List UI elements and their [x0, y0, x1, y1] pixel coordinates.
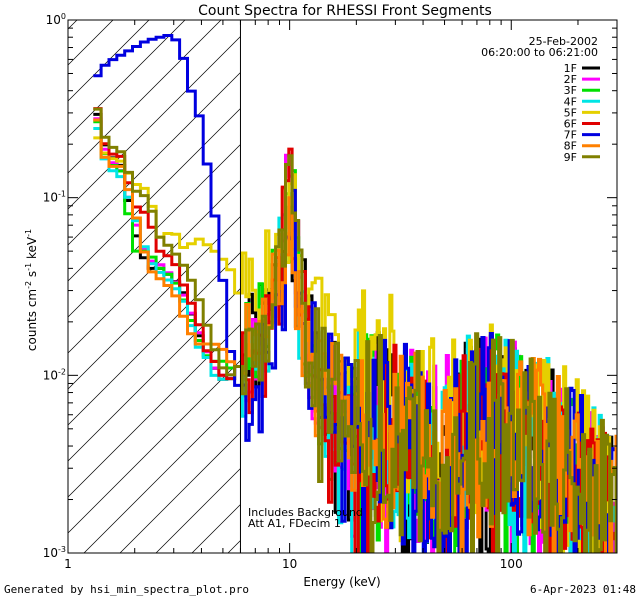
- y-tick-label: 100: [46, 12, 66, 27]
- footer-generated-by: Generated by hsi_min_spectra_plot.pro: [4, 583, 250, 596]
- legend-label: 5F: [564, 106, 577, 119]
- legend-label: 4F: [564, 95, 577, 108]
- annotation-attenuator: Att A1, FDecim 1: [248, 517, 341, 530]
- hatch-line: [67, 19, 186, 138]
- y-tick-label: 10-2: [43, 367, 66, 382]
- series-line-9F: [93, 107, 617, 553]
- axis-ticks: [67, 20, 618, 554]
- plot-frame: [67, 19, 618, 554]
- hatch-line: [67, 108, 241, 282]
- hatch-line: [67, 36, 241, 210]
- legend-label: 7F: [564, 129, 577, 142]
- x-tick-label: 10: [282, 557, 297, 571]
- legend-label: 6F: [564, 118, 577, 131]
- footer-timestamp: 6-Apr-2023 01:48: [530, 583, 636, 596]
- hatch-line: [67, 19, 114, 66]
- hatch-line: [191, 504, 241, 554]
- chart-title: Count Spectra for RHESSI Front Segments: [198, 3, 492, 19]
- hatch-line: [67, 144, 241, 318]
- hatch-line: [119, 432, 241, 554]
- date-label: 25-Feb-2002: [529, 35, 598, 48]
- series-line-8F: [93, 118, 617, 553]
- hatch-line: [67, 72, 241, 246]
- y-axis-label: counts cm-2 s-1 keV-1: [24, 229, 39, 351]
- hatch-line: [227, 540, 241, 554]
- hatch-line: [155, 468, 241, 554]
- hatch-line: [67, 288, 241, 462]
- y-tick-label: 10-3: [43, 545, 66, 560]
- hatch-line: [67, 19, 78, 30]
- legend-label: 1F: [564, 62, 577, 75]
- hatch-line: [67, 360, 241, 534]
- x-axis-label: Energy (keV): [303, 575, 380, 589]
- series-lines: [93, 34, 617, 553]
- time-range-label: 06:20:00 to 06:21:00: [481, 46, 598, 59]
- hatch-line: [67, 216, 241, 390]
- x-tick-label: 100: [500, 557, 523, 571]
- x-tick-label: 1: [64, 557, 72, 571]
- hatch-line: [67, 19, 222, 174]
- legend-label: 3F: [564, 84, 577, 97]
- legend-label: 2F: [564, 73, 577, 86]
- y-tick-labels: 10-3 10-2 10-1 100: [43, 12, 66, 560]
- hatch-line: [67, 252, 241, 426]
- legend-label: 8F: [564, 140, 577, 153]
- hatch-line: [83, 396, 241, 554]
- x-tick-labels: 1 10 100: [64, 557, 523, 571]
- hatched-region: [67, 19, 241, 554]
- y-tick-label: 10-1: [43, 190, 66, 205]
- legend-label: 9F: [564, 151, 577, 164]
- annotation-background: Includes Background: [248, 506, 363, 519]
